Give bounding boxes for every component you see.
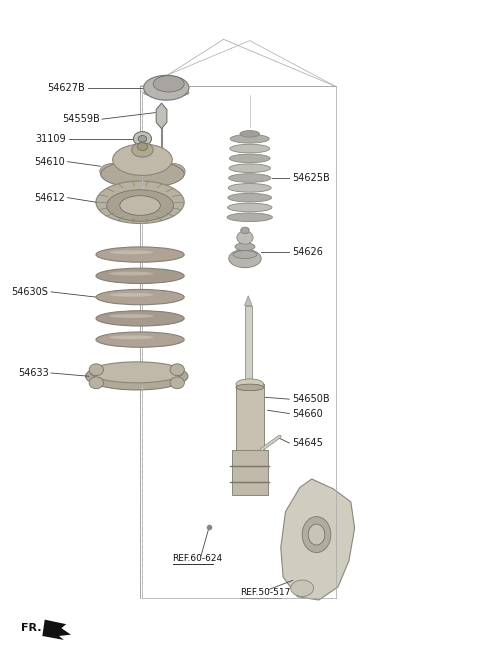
Ellipse shape: [113, 144, 172, 175]
Ellipse shape: [96, 275, 184, 279]
Ellipse shape: [170, 364, 184, 376]
Text: REF.50-517: REF.50-517: [240, 588, 290, 597]
Ellipse shape: [89, 364, 103, 376]
Ellipse shape: [101, 160, 184, 188]
Text: 54630S: 54630S: [12, 287, 48, 297]
Polygon shape: [156, 103, 167, 129]
Ellipse shape: [96, 339, 184, 343]
Ellipse shape: [228, 183, 271, 192]
Ellipse shape: [229, 164, 270, 173]
Ellipse shape: [230, 135, 269, 143]
Ellipse shape: [96, 311, 184, 326]
Ellipse shape: [236, 384, 264, 391]
Text: 54645: 54645: [292, 438, 323, 448]
Ellipse shape: [137, 143, 148, 150]
Ellipse shape: [229, 250, 261, 267]
Text: 54612: 54612: [35, 193, 65, 202]
Polygon shape: [42, 620, 71, 640]
Text: 54633: 54633: [18, 368, 48, 378]
Ellipse shape: [240, 131, 260, 137]
Ellipse shape: [144, 89, 189, 97]
Text: 31109: 31109: [36, 134, 66, 144]
Bar: [244, 306, 252, 388]
Ellipse shape: [96, 181, 184, 223]
Text: 54559B: 54559B: [62, 114, 99, 124]
Ellipse shape: [228, 173, 271, 183]
Text: 54660: 54660: [292, 409, 323, 419]
Ellipse shape: [237, 231, 253, 244]
Ellipse shape: [96, 268, 184, 283]
Text: 54627B: 54627B: [48, 83, 85, 93]
Ellipse shape: [302, 516, 331, 553]
Ellipse shape: [109, 293, 153, 297]
Polygon shape: [281, 479, 355, 600]
Text: 54610: 54610: [35, 156, 65, 167]
Ellipse shape: [96, 296, 184, 300]
Ellipse shape: [291, 580, 313, 597]
Ellipse shape: [132, 143, 153, 157]
Ellipse shape: [109, 336, 153, 339]
Ellipse shape: [235, 243, 255, 251]
Ellipse shape: [85, 363, 188, 390]
Ellipse shape: [120, 196, 160, 215]
Ellipse shape: [144, 76, 189, 100]
Ellipse shape: [109, 314, 153, 318]
Ellipse shape: [228, 203, 272, 212]
Bar: [232, 449, 268, 495]
Ellipse shape: [109, 250, 153, 254]
Ellipse shape: [109, 271, 153, 275]
Ellipse shape: [236, 379, 264, 390]
Ellipse shape: [96, 332, 184, 348]
Ellipse shape: [153, 76, 184, 92]
Polygon shape: [244, 296, 252, 306]
Ellipse shape: [90, 362, 183, 383]
Ellipse shape: [233, 251, 257, 258]
Ellipse shape: [240, 227, 249, 234]
Text: REF.60-624: REF.60-624: [172, 555, 223, 563]
Text: 54625B: 54625B: [292, 173, 329, 183]
Ellipse shape: [159, 164, 185, 179]
Text: 54650B: 54650B: [292, 394, 329, 404]
Text: FR.: FR.: [21, 623, 41, 633]
Bar: [236, 384, 264, 449]
Ellipse shape: [100, 164, 126, 179]
Ellipse shape: [96, 247, 184, 262]
Ellipse shape: [170, 377, 184, 389]
Ellipse shape: [138, 135, 147, 142]
Ellipse shape: [230, 145, 270, 153]
Ellipse shape: [89, 377, 103, 389]
Ellipse shape: [229, 154, 270, 163]
Ellipse shape: [96, 290, 184, 305]
Ellipse shape: [227, 213, 272, 221]
Text: 54626: 54626: [292, 247, 323, 257]
Ellipse shape: [133, 131, 152, 146]
Ellipse shape: [228, 193, 272, 202]
Ellipse shape: [96, 318, 184, 321]
Ellipse shape: [107, 190, 173, 221]
Ellipse shape: [308, 524, 325, 545]
